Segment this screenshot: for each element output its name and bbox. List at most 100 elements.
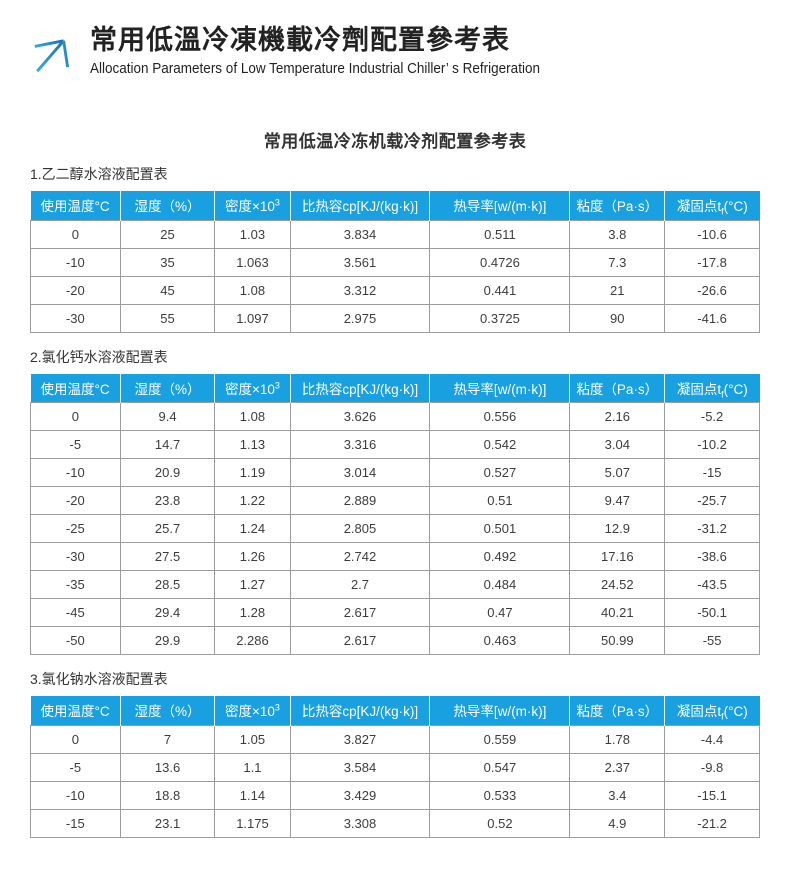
table-cell: 55: [119, 303, 216, 333]
table-row: -30 55 1.097 2.975 0.3725 90 -41.6: [30, 303, 760, 333]
table-cell: 1.13: [214, 430, 291, 459]
header-row: 使用温度°C 湿度（%） 密度×103 比热容cp[KJ/(kg·k)] 热导率[w/(…: [30, 191, 760, 220]
table-row: -10 18.8 1.14 3.429 0.533 3.4 -15.1: [30, 780, 760, 810]
table-cell: 1.08: [214, 275, 291, 305]
table-cell: 0.556: [429, 402, 571, 431]
header-titles: 常用低溫冷凍機載冷劑配置參考表 Allocation Parameters of…: [90, 24, 590, 77]
table-cell: 3.308: [289, 808, 431, 838]
table-cell: 3.8: [569, 219, 666, 249]
arrow-up-right-icon: [34, 39, 70, 73]
table-cell: 2.742: [289, 542, 431, 571]
table-cell: 1.097: [214, 303, 291, 333]
table-cell: 5.07: [569, 458, 666, 487]
column-header: 比热容cp[KJ/(kg·k)]: [289, 696, 430, 725]
table-cell: -9.8: [664, 752, 760, 782]
section-label: 3.氯化钠水溶液配置表: [30, 671, 168, 687]
table-cell: -4.4: [664, 724, 760, 754]
table-cell: 0.542: [429, 430, 571, 459]
table-cell: 25: [119, 219, 216, 249]
data-table: 使用温度°C 湿度（%） 密度×103 比热容cp[KJ/(kg·k)] 热导率[w/(…: [30, 696, 760, 838]
table-row: -5 13.6 1.1 3.584 0.547 2.37 -9.8: [30, 752, 760, 782]
column-header: 使用温度°C: [30, 696, 121, 725]
table-cell: 21: [569, 275, 666, 305]
table-cell: 1.1: [214, 752, 291, 782]
table-row: -20 23.8 1.22 2.889 0.51 9.47 -25.7: [30, 486, 760, 515]
table-cell: 2.975: [289, 303, 431, 333]
column-header: 热导率[w/(m·k)]: [429, 191, 570, 220]
table-cell: -30: [30, 542, 121, 571]
table-cell: 0.559: [429, 724, 571, 754]
table-cell: 3.626: [289, 402, 431, 431]
column-header: 湿度（%）: [119, 191, 215, 220]
table-cell: 2.16: [569, 402, 666, 431]
column-header: 使用温度°C: [30, 373, 121, 403]
table-cell: 14.7: [119, 430, 216, 459]
column-header: 密度×103: [214, 373, 290, 403]
table-cell: 29.4: [119, 598, 216, 627]
table-cell: 2.805: [289, 514, 431, 543]
table-cell: 0.51: [429, 486, 571, 515]
table-cell: 0.501: [429, 514, 571, 543]
table-cell: 35: [119, 247, 216, 277]
table-row: -45 29.4 1.28 2.617 0.47 40.21 -50.1: [30, 598, 760, 627]
table-cell: -15: [664, 458, 760, 487]
column-header: 粘度（Pa·s）: [569, 191, 665, 220]
table-cell: 2.37: [569, 752, 666, 782]
column-header: 比热容cp[KJ/(kg·k)]: [289, 191, 430, 220]
document-title: 常用低温冷冻机载冷剂配置参考表: [263, 132, 527, 151]
table-cell: 18.8: [119, 780, 216, 810]
table-cell: 3.014: [289, 458, 431, 487]
table-cell: -10.6: [664, 219, 760, 249]
column-header: 使用温度°C: [30, 191, 121, 220]
table-cell: 3.834: [289, 219, 431, 249]
table-cell: 3.827: [289, 724, 431, 754]
table-cell: 20.9: [119, 458, 216, 487]
table-cell: -50.1: [664, 598, 760, 627]
table-cell: -25.7: [664, 486, 760, 515]
table-cell: -25: [30, 514, 121, 543]
table-cell: 1.14: [214, 780, 291, 810]
column-header: 粘度（Pa·s）: [569, 373, 665, 403]
table-cell: -35: [30, 570, 121, 599]
table-cell: 0.547: [429, 752, 571, 782]
data-table: 使用温度°C 湿度（%） 密度×103 比热容cp[KJ/(kg·k)] 热导率[w/(…: [30, 191, 760, 333]
table-cell: -10: [30, 247, 121, 277]
table-cell: 7.3: [569, 247, 666, 277]
table-cell: 17.16: [569, 542, 666, 571]
table-cell: 40.21: [569, 598, 666, 627]
column-header: 密度×103: [214, 191, 290, 220]
table-cell: -43.5: [664, 570, 760, 599]
table-cell: 3.429: [289, 780, 431, 810]
table-cell: 2.617: [289, 598, 431, 627]
table-cell: -50: [30, 626, 121, 655]
table-row: -5 14.7 1.13 3.316 0.542 3.04 -10.2: [30, 430, 760, 459]
table-cell: -31.2: [664, 514, 760, 543]
table-cell: 2.617: [289, 626, 431, 655]
data-table: 使用温度°C 湿度（%） 密度×103 比热容cp[KJ/(kg·k)] 热导率[w/(…: [30, 373, 760, 655]
table-cell: 9.47: [569, 486, 666, 515]
table-cell: 3.316: [289, 430, 431, 459]
table-cell: 0: [30, 219, 121, 249]
table-cell: 27.5: [119, 542, 216, 571]
column-header: 粘度（Pa·s）: [569, 696, 665, 725]
table-cell: 29.9: [119, 626, 216, 655]
table-row: -35 28.5 1.27 2.7 0.484 24.52 -43.5: [30, 570, 760, 599]
table-cell: 2.7: [289, 570, 431, 599]
table-cell: 0.441: [429, 275, 571, 305]
table-cell: 0.484: [429, 570, 571, 599]
table-cell: -15.1: [664, 780, 760, 810]
table-cell: 24.52: [569, 570, 666, 599]
table-cell: 0.533: [429, 780, 571, 810]
section-label: 1.乙二醇水溶液配置表: [30, 166, 168, 182]
table-cell: -15: [30, 808, 121, 838]
table-row: -20 45 1.08 3.312 0.441 21 -26.6: [30, 275, 760, 305]
table-row: -10 35 1.063 3.561 0.4726 7.3 -17.8: [30, 247, 760, 277]
table-row: -15 23.1 1.175 3.308 0.52 4.9 -21.2: [30, 808, 760, 838]
table-cell: 1.78: [569, 724, 666, 754]
table-cell: 1.03: [214, 219, 291, 249]
table-cell: 0.511: [429, 219, 571, 249]
table-cell: 13.6: [119, 752, 216, 782]
table-cell: 3.04: [569, 430, 666, 459]
column-header: 凝固点tf(°C): [664, 191, 760, 220]
table-cell: 1.22: [214, 486, 291, 515]
